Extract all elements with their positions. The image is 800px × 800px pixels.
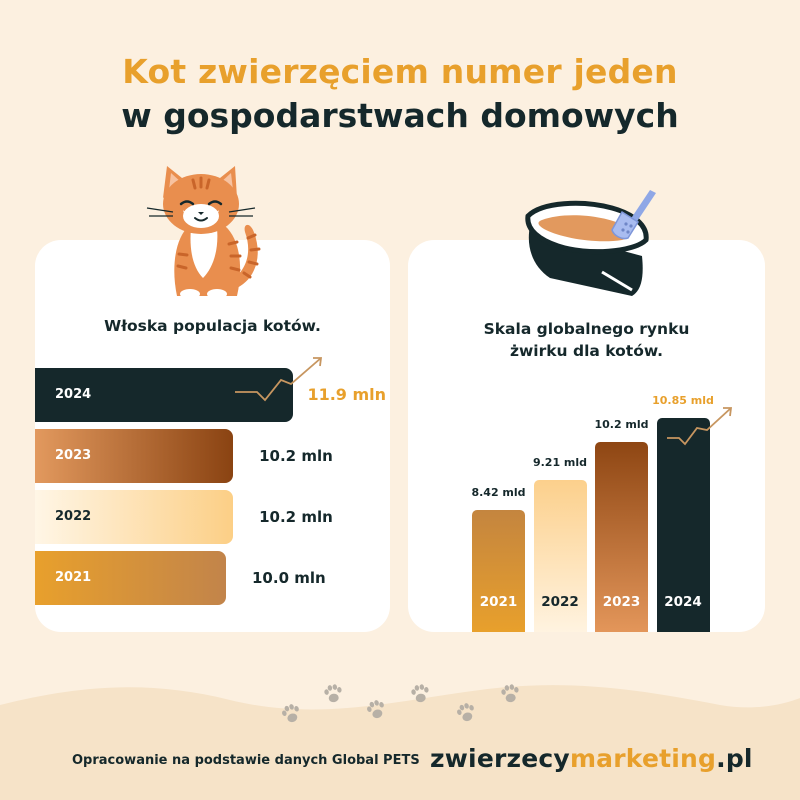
source-note: Opracowanie na podstawie danych Global P… (72, 753, 420, 768)
hbar-value-label: 10.2 mln (259, 447, 333, 465)
vbar-2023 (595, 442, 648, 632)
brand-part-3: .pl (716, 744, 753, 773)
cat-illustration (146, 166, 261, 298)
vbar-2024 (656, 417, 710, 632)
hbar-year-label: 2021 (55, 570, 92, 585)
hbar-2022 (35, 490, 234, 544)
hbar-year-label: 2024 (55, 387, 92, 402)
litter-box-illustration (525, 190, 656, 296)
card-litter-market: Skala globalnego rynku żwirku dla kotów.… (408, 240, 765, 632)
hbar-year-label: 2023 (55, 448, 92, 463)
brand-part-1: zwierzecy (430, 744, 570, 773)
vbar-2022 (533, 480, 587, 632)
brand-part-2: marketing (569, 744, 717, 773)
chart-title-litter-market: Skala globalnego rynku żwirku dla kotów. (483, 320, 690, 360)
vbar-year-label: 2022 (541, 594, 579, 610)
title-line-1: Kot zwierzęciem numer jeden (122, 52, 678, 91)
hbar-2021 (35, 551, 226, 605)
hbar-value-label: 10.0 mln (252, 569, 326, 587)
vbar-2021 (472, 510, 525, 632)
trend-arrow-icon (235, 357, 323, 402)
hbar-2023 (35, 429, 234, 483)
title-line-2: w gospodarstwach domowych (121, 96, 679, 135)
vbar-value-label: 8.42 mld (471, 486, 526, 500)
vbar-year-label: 2023 (602, 594, 641, 610)
chart-title-population: Włoska populacja kotów. (104, 317, 321, 335)
vbar-year-label: 2024 (664, 594, 702, 610)
hbar-year-label: 2022 (55, 509, 92, 524)
hbar-2024 (35, 368, 294, 422)
vbar-value-label: 10.85 mld (652, 393, 714, 407)
brand-logo: zwierzecymarketing.pl (430, 744, 753, 773)
hbar-value-label: 11.9 mln (307, 385, 387, 404)
vbar-year-label: 2021 (479, 594, 518, 610)
hbar-value-label: 10.2 mln (259, 508, 333, 526)
vbar-value-label: 9.21 mld (532, 456, 588, 470)
trend-arrow-icon (666, 406, 732, 446)
vbar-value-label: 10.2 mld (594, 418, 649, 432)
card-cat-population: Włoska populacja kotów. 2024 11.9 mln 2023… (35, 240, 390, 632)
